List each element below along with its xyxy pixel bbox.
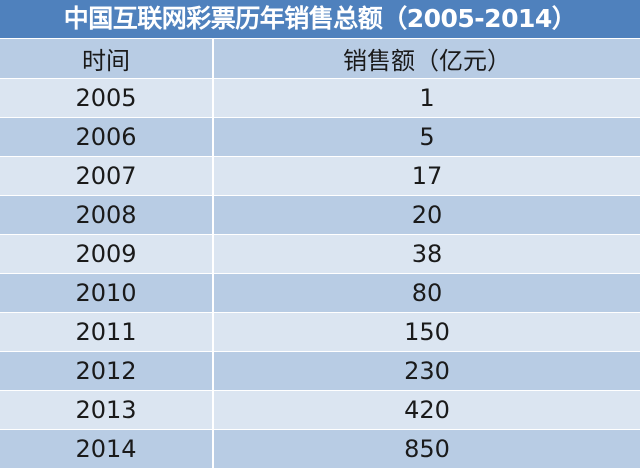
year-cell: 2014 <box>0 429 214 468</box>
year-cell: 2013 <box>0 390 214 430</box>
year-cell: 2008 <box>0 195 214 235</box>
table-title: 中国互联网彩票历年销售总额（2005-2014） <box>0 0 640 38</box>
sales-table: 时间 销售额（亿元） 2005 1 2006 5 2007 17 2008 20 2009 38 2… <box>0 38 640 468</box>
sales-cell: 420 <box>213 390 640 430</box>
year-cell: 2012 <box>0 351 214 391</box>
sales-cell: 17 <box>213 156 640 196</box>
table-row: 2009 38 <box>0 234 640 274</box>
sales-cell: 20 <box>213 195 640 235</box>
table-row: 2007 17 <box>0 156 640 196</box>
table-row: 2006 5 <box>0 117 640 157</box>
table-row: 2008 20 <box>0 195 640 235</box>
year-cell: 2009 <box>0 234 214 274</box>
year-cell: 2010 <box>0 273 214 313</box>
sales-cell: 850 <box>213 429 640 468</box>
year-cell: 2011 <box>0 312 214 352</box>
table-row: 2013 420 <box>0 390 640 430</box>
sales-cell: 5 <box>213 117 640 157</box>
year-cell: 2005 <box>0 78 214 118</box>
table-header-row: 时间 销售额（亿元） <box>0 38 640 79</box>
sales-cell: 230 <box>213 351 640 391</box>
sales-cell: 80 <box>213 273 640 313</box>
table-row: 2010 80 <box>0 273 640 313</box>
column-header-time: 时间 <box>0 38 214 79</box>
table-row: 2005 1 <box>0 78 640 118</box>
column-header-sales: 销售额（亿元） <box>213 38 640 79</box>
sales-cell: 38 <box>213 234 640 274</box>
sales-cell: 150 <box>213 312 640 352</box>
table-row: 2011 150 <box>0 312 640 352</box>
sales-cell: 1 <box>213 78 640 118</box>
table-row: 2012 230 <box>0 351 640 391</box>
year-cell: 2006 <box>0 117 214 157</box>
table-row: 2014 850 <box>0 429 640 468</box>
year-cell: 2007 <box>0 156 214 196</box>
